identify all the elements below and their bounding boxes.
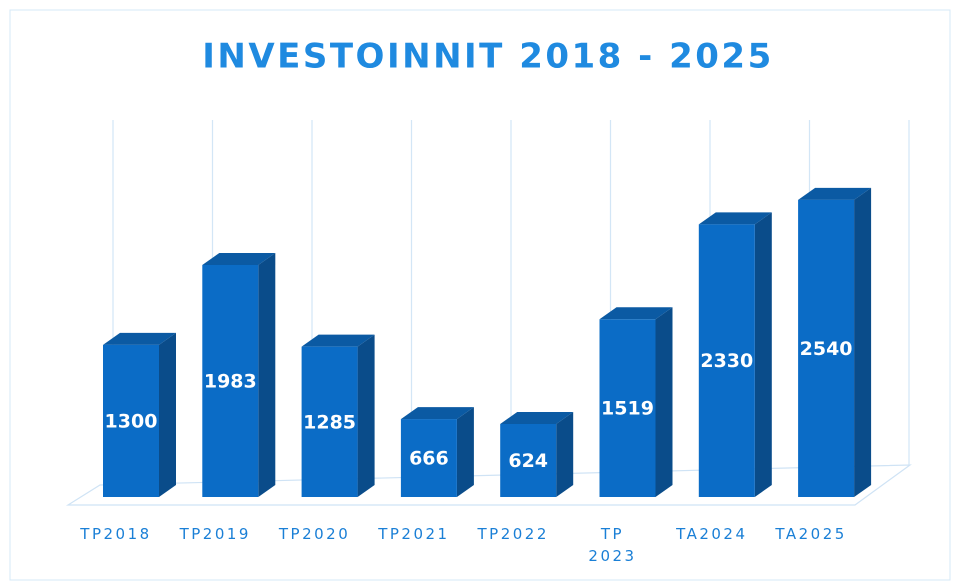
bar: [599, 307, 673, 497]
bar-top: [500, 411, 574, 424]
data-label: 624: [508, 450, 548, 472]
data-label: 2330: [700, 350, 753, 372]
bar-side: [655, 307, 673, 497]
bar-side: [159, 332, 176, 497]
data-label: 1983: [204, 370, 257, 392]
bar: [798, 187, 872, 497]
bar-top: [202, 252, 276, 265]
floor: [65, 464, 912, 506]
bar-front: [301, 346, 358, 497]
bar-front: [500, 423, 557, 497]
x-tick-label: TA2025: [775, 525, 847, 543]
bar-side: [357, 334, 375, 497]
bar-top: [400, 407, 474, 420]
x-tick-label: TA2024: [676, 525, 748, 543]
data-label: 666: [409, 448, 449, 470]
x-tick-label: TP2020: [278, 525, 351, 543]
bar: [103, 332, 176, 497]
bar-top: [103, 332, 176, 345]
data-label: 1285: [303, 411, 356, 433]
bar-front: [698, 224, 755, 497]
bar-side: [258, 252, 276, 497]
x-tick-label: TP2022: [477, 525, 549, 543]
bar-side: [754, 212, 772, 497]
x-tick-label: TP2021: [378, 525, 450, 543]
bar-side: [854, 187, 872, 497]
bar-top: [599, 307, 673, 320]
bar-front: [202, 264, 259, 497]
data-label: 1300: [105, 410, 158, 432]
bar: [698, 212, 772, 497]
bar: [500, 411, 574, 497]
bar: [301, 334, 375, 497]
bar-top: [698, 212, 772, 225]
data-label: 1519: [601, 398, 654, 420]
x-tick-label: TP 2023: [588, 525, 637, 565]
x-tick-label: TP2018: [80, 525, 152, 543]
data-label: 2540: [800, 338, 853, 360]
bar-top: [798, 187, 872, 200]
bar-front: [798, 199, 855, 497]
bar: [400, 407, 474, 497]
bar-side: [556, 411, 574, 497]
x-tick-label: TP2019: [179, 525, 251, 543]
bar: [202, 252, 276, 497]
chart-title: INVESTOINNIT 2018 - 2025: [202, 37, 774, 77]
bar-side: [456, 407, 474, 497]
frame: [9, 9, 951, 581]
bar-front: [400, 419, 457, 497]
bar-front: [103, 344, 159, 497]
bar-front: [599, 319, 656, 497]
bar-top: [301, 334, 375, 347]
